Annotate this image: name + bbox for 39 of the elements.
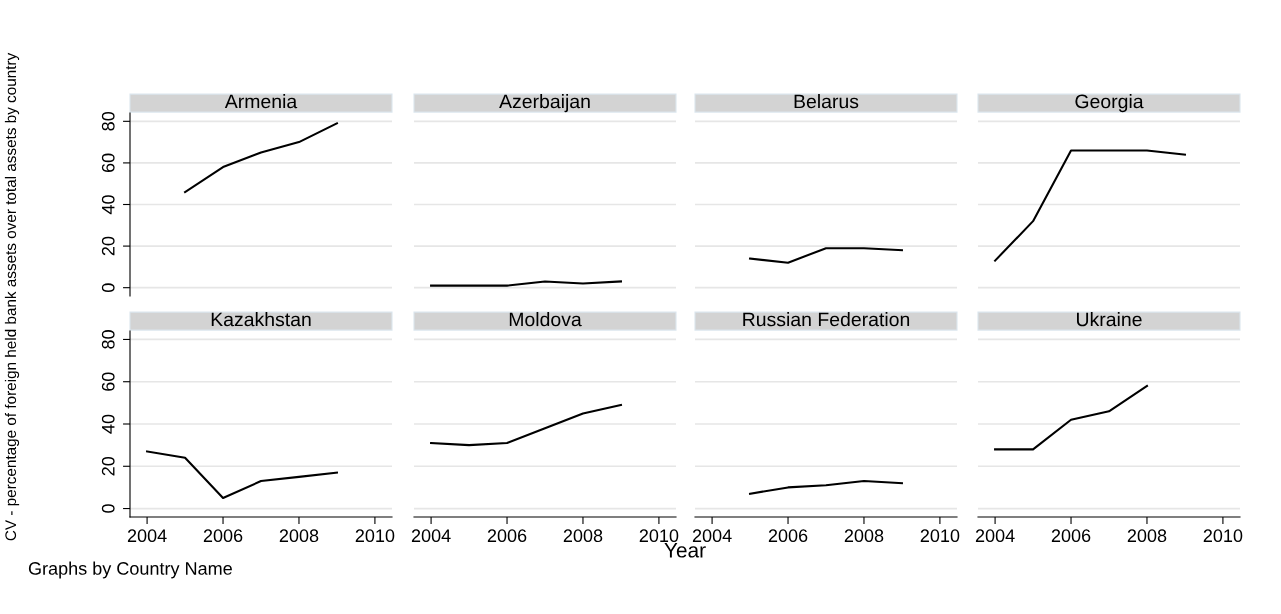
line-series [146, 450, 338, 500]
x-tick-label: 2004 [127, 529, 167, 543]
x-tick-label: 2006 [203, 529, 243, 543]
x-tick-label: 2004 [411, 529, 451, 543]
x-tick-label: 2010 [639, 529, 679, 543]
y-tick-label: 80 [101, 111, 115, 131]
chart-title: Moldova [509, 312, 582, 327]
x-tick-label: 2010 [1203, 529, 1243, 543]
x-tick-label: 2010 [355, 529, 395, 543]
y-tick-label: 60 [101, 372, 115, 391]
y-tick-label: 80 [101, 330, 115, 349]
chart-title: Azerbaijan [499, 94, 590, 113]
x-tick-label: 2006 [768, 529, 808, 543]
chart-title: Armenia [224, 94, 298, 109]
y-tick-label: 0 [101, 283, 115, 292]
x-tick-label: 2010 [920, 529, 960, 543]
x-tick-label: 2004 [975, 529, 1015, 543]
x-tick-label: 2008 [844, 529, 884, 543]
x-tick-label: 2008 [1127, 529, 1167, 543]
x-tick-label: 2008 [279, 529, 319, 543]
chart-title: Ukraine [1077, 312, 1142, 327]
chart-title: Belarus [794, 94, 859, 109]
y-tick-label: 40 [101, 195, 115, 215]
line-series [184, 122, 338, 194]
x-axis-title: Year [664, 543, 706, 558]
y-tick-label: 20 [101, 236, 115, 256]
chart-title: Georgia [1075, 94, 1144, 113]
x-tick-label: 2006 [487, 529, 527, 543]
chart-title: Russian Federation [743, 312, 910, 327]
x-tick-label: 2004 [692, 529, 732, 543]
text: Graphs by Country Name [28, 561, 232, 579]
chart-title: Kazakhstan [211, 312, 311, 327]
y-axis-title: CV - percentage of foreign held bank assets over total assets by country [4, 52, 20, 541]
x-tick-label: 2006 [1051, 529, 1091, 543]
y-tick-label: 0 [101, 504, 115, 513]
y-tick-label: 20 [101, 456, 115, 476]
y-tick-label: 40 [101, 414, 115, 434]
y-tick-label: 60 [101, 153, 115, 173]
x-tick-label: 2008 [563, 529, 603, 543]
